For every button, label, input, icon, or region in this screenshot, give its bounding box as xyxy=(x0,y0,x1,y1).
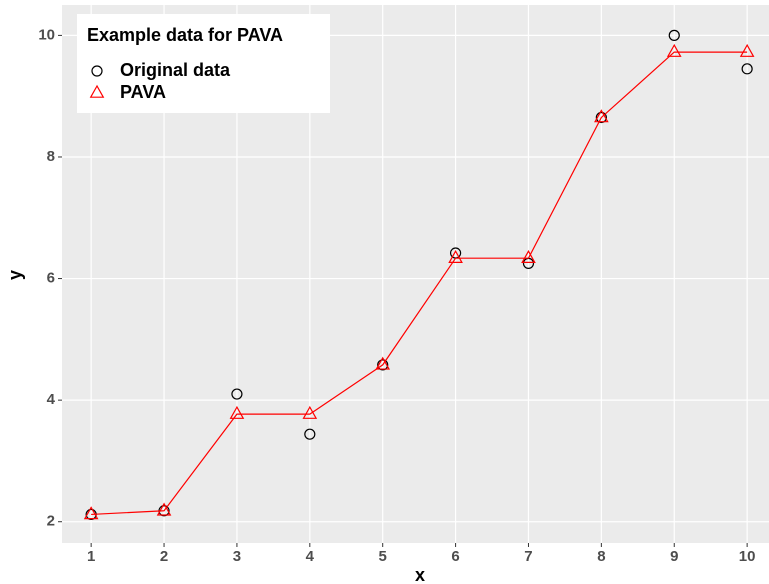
point xyxy=(666,43,682,57)
legend-key xyxy=(89,84,105,98)
x-axis-title: x xyxy=(415,565,425,584)
point xyxy=(594,109,609,123)
x-tick-label: 3 xyxy=(233,548,241,565)
y-tick-label: 6 xyxy=(47,270,55,287)
y-tick-label: 10 xyxy=(38,26,55,43)
legend-title: Example data for PAVA xyxy=(87,25,283,45)
series-line xyxy=(91,51,748,516)
legend-key xyxy=(91,65,103,77)
legend-box xyxy=(77,14,330,113)
marks xyxy=(83,29,755,521)
point xyxy=(377,359,389,371)
point xyxy=(741,63,753,75)
x-tick-label: 5 xyxy=(379,548,387,565)
x-tick-label: 6 xyxy=(451,548,459,565)
y-tick-label: 2 xyxy=(47,513,55,530)
point xyxy=(304,428,316,440)
y-axis-title: y xyxy=(5,270,25,280)
legend-label: Original data xyxy=(120,60,231,80)
point xyxy=(302,405,318,419)
x-tick-label: 8 xyxy=(597,548,605,565)
y-tick-label: 4 xyxy=(47,391,56,408)
point xyxy=(521,249,536,263)
y-tick-label: 8 xyxy=(47,148,55,165)
point xyxy=(739,43,755,57)
x-tick-label: 7 xyxy=(524,548,532,565)
legend-label: PAVA xyxy=(120,82,166,102)
x-tick-label: 1 xyxy=(87,548,95,565)
point xyxy=(156,502,172,516)
x-tick-label: 4 xyxy=(306,548,315,565)
point xyxy=(231,388,243,400)
point xyxy=(83,506,99,520)
point xyxy=(668,29,680,41)
x-tick-label: 2 xyxy=(160,548,168,565)
x-tick-label: 10 xyxy=(739,548,756,565)
point xyxy=(595,111,607,124)
point xyxy=(448,249,463,263)
point xyxy=(375,356,391,370)
point xyxy=(229,405,245,419)
x-tick-label: 9 xyxy=(670,548,678,565)
